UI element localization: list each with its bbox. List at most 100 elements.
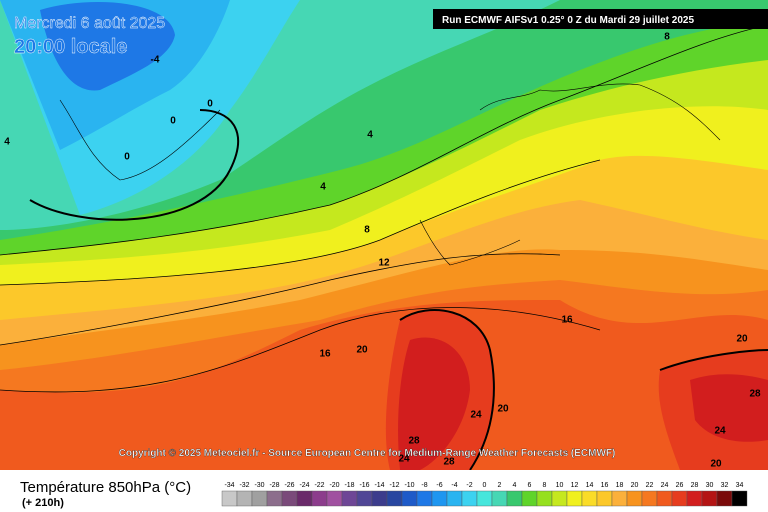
legend-swatch	[551, 490, 568, 507]
legend-label: 6	[528, 482, 532, 489]
temperature-field	[0, 0, 768, 470]
legend-swatch	[671, 490, 688, 507]
legend-swatch	[296, 490, 313, 507]
contour-label: 24	[398, 454, 410, 465]
legend-swatch	[416, 490, 433, 507]
contour	[29, 109, 240, 221]
legend-swatch	[461, 490, 478, 507]
contour-label: 28	[443, 457, 455, 468]
legend-swatch	[716, 490, 733, 507]
contour-label: 20	[356, 345, 368, 356]
legend-label: 28	[691, 482, 699, 489]
legend-label: 22	[646, 482, 654, 489]
legend-swatch	[311, 490, 328, 507]
run-box	[433, 9, 768, 29]
legend-swatch	[401, 490, 418, 507]
contour-label: 8	[364, 225, 370, 236]
legend-label: 12	[571, 482, 579, 489]
legend-label: 16	[601, 482, 609, 489]
footer-title: Température 850hPa (°C)	[20, 479, 191, 496]
legend-label: -8	[421, 482, 427, 489]
legend-label: -16	[359, 482, 369, 489]
legend-label: 34	[736, 482, 744, 489]
time: 20:00 locale	[14, 36, 127, 58]
contour-label: 28	[749, 389, 761, 400]
legend-swatch	[221, 490, 238, 507]
field	[398, 337, 470, 470]
legend-label: 14	[586, 482, 594, 489]
legend-label: 32	[721, 482, 729, 489]
legend-label: -12	[389, 482, 399, 489]
contour-label: 4	[4, 137, 10, 148]
contours	[0, 24, 768, 471]
coastline	[479, 83, 721, 141]
legend-label: -20	[329, 482, 339, 489]
contour-label: 0	[207, 99, 213, 110]
legend-swatch	[581, 490, 598, 507]
legend-swatch	[611, 490, 628, 507]
legend-swatch	[701, 490, 718, 507]
legend-swatch	[566, 490, 583, 507]
legend-swatch	[236, 490, 253, 507]
legend-swatch	[446, 490, 463, 507]
run-info: Run ECMWF AIFSv1 0.25° 0 Z du Mardi 29 j…	[442, 15, 694, 26]
legend-label: 0	[483, 482, 487, 489]
legend-label: 24	[661, 482, 669, 489]
contour-label: 0	[170, 116, 176, 127]
coastline	[59, 99, 221, 181]
legend-label: 30	[706, 482, 714, 489]
contour-label: 24	[714, 426, 726, 437]
legend-swatch	[641, 490, 658, 507]
legend-label: 2	[498, 482, 502, 489]
legend-swatch	[686, 490, 703, 507]
legend: -34 -32 -30 -28 -26 -24 -22 -20 -18 -16 -14 -12 -10-…	[221, 482, 748, 507]
legend-label: -4	[451, 482, 457, 489]
legend-swatch	[386, 490, 403, 507]
legend-swatch	[596, 490, 613, 507]
legend-label: -14	[374, 482, 384, 489]
coastline	[419, 219, 521, 266]
copyright: Copyright © 2025 Meteociel.fr - Source E…	[119, 448, 616, 459]
legend-swatch	[326, 490, 343, 507]
legend-label: 10	[556, 482, 564, 489]
legend-swatch	[431, 490, 448, 507]
legend-swatch	[536, 490, 553, 507]
legend-label: 20	[631, 482, 639, 489]
legend-label: 18	[616, 482, 624, 489]
legend-label: -22	[314, 482, 324, 489]
contour-label: -4	[151, 55, 160, 66]
legend-swatch	[371, 490, 388, 507]
contour-label: 16	[319, 349, 331, 360]
legend-label: -32	[239, 482, 249, 489]
contour-label: 20	[710, 459, 722, 470]
contour	[0, 159, 601, 286]
field	[40, 2, 175, 91]
legend-swatch	[506, 490, 523, 507]
legend-label: -24	[299, 482, 309, 489]
legend-label: -34	[224, 482, 234, 489]
date: Mercredi 6 août 2025	[14, 15, 165, 32]
legend-swatch	[281, 490, 298, 507]
legend-label: -10	[404, 482, 414, 489]
legend-swatch	[251, 490, 268, 507]
contour-label: 16	[561, 315, 573, 326]
contour-label: 4	[320, 182, 326, 193]
legend-swatch	[521, 490, 538, 507]
contour	[399, 309, 495, 471]
legend-label: -30	[254, 482, 264, 489]
legend-label: -18	[344, 482, 354, 489]
legend-swatch	[626, 490, 643, 507]
contour-label: 28	[408, 436, 420, 447]
legend-swatch	[356, 490, 373, 507]
legend-label: 8	[543, 482, 547, 489]
legend-swatch	[656, 490, 673, 507]
contour-label: 8	[664, 32, 670, 43]
legend-swatch	[476, 490, 493, 507]
contour-label: 24	[470, 410, 482, 421]
legend-label: -28	[269, 482, 279, 489]
field	[690, 374, 768, 442]
footer-subtitle: (+ 210h)	[22, 497, 64, 509]
contour-labels: -4 0 0 0 4 4 4 8 8 12 16 16 20 20 20 20 …	[4, 32, 761, 470]
